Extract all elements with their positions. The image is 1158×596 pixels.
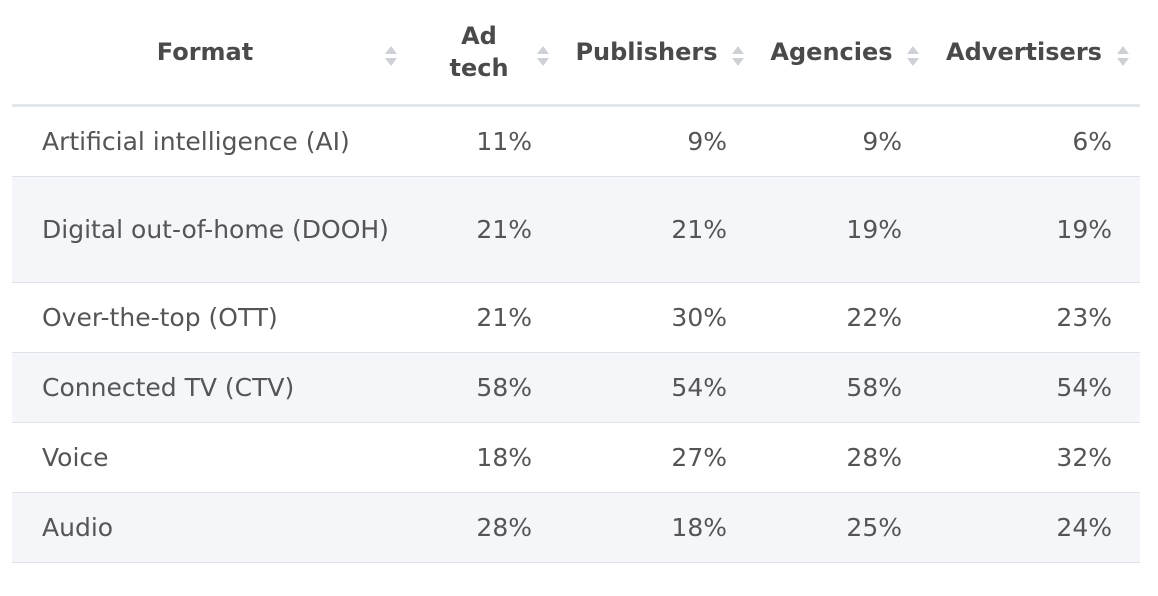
cell-value: 54%	[560, 352, 755, 423]
cell-value: 30%	[560, 282, 755, 353]
column-header-text: Publishers	[575, 38, 718, 66]
table-row: Artificial intelligence (AI) 11% 9% 9% 6%	[12, 105, 1140, 177]
sort-arrow	[537, 58, 549, 66]
cell-value: 9%	[560, 105, 755, 177]
column-header-text: Agencies	[770, 38, 893, 66]
cell-value: 28%	[420, 492, 560, 563]
table-row: Over-the-top (OTT) 21% 30% 22% 23%	[12, 282, 1140, 353]
table-row: Voice 18% 27% 28% 32%	[12, 422, 1140, 493]
column-header[interactable]: Agencies	[755, 0, 930, 107]
cell-value: 6%	[930, 105, 1140, 177]
sort-icon	[907, 46, 919, 66]
column-header-text: Format	[156, 38, 254, 66]
cell-value: 18%	[420, 422, 560, 493]
column-header[interactable]: Publishers	[560, 0, 755, 107]
sort-icon	[385, 46, 397, 66]
cell-value: 21%	[420, 176, 560, 283]
cell-value: 19%	[930, 176, 1140, 283]
cell-value: 21%	[420, 282, 560, 353]
table-row: Audio 28% 18% 25% 24%	[12, 492, 1140, 563]
row-label: Connected TV (CTV)	[12, 352, 420, 423]
header-row: Format Ad tech Publishers Agencies Advertise…	[12, 0, 1140, 107]
sort-icon	[537, 46, 549, 66]
table-row: Digital out-of-home (DOOH) 21% 21% 19% 19%	[12, 176, 1140, 283]
row-label: Digital out-of-home (DOOH)	[12, 176, 420, 283]
row-label: Artificial intelligence (AI)	[12, 105, 420, 177]
sort-arrow	[385, 58, 397, 66]
sort-arrow	[907, 46, 919, 54]
row-label: Voice	[12, 422, 420, 493]
cell-value: 54%	[930, 352, 1140, 423]
table-head: Format Ad tech Publishers Agencies Advertise…	[12, 0, 1140, 107]
table-row: Connected TV (CTV) 58% 54% 58% 54%	[12, 352, 1140, 423]
cell-value: 25%	[755, 492, 930, 563]
sort-arrow	[732, 58, 744, 66]
sort-arrow	[537, 46, 549, 54]
cell-value: 28%	[755, 422, 930, 493]
cell-value: 21%	[560, 176, 755, 283]
cell-value: 23%	[930, 282, 1140, 353]
table-container: Format Ad tech Publishers Agencies Advertise…	[12, 0, 1140, 563]
row-label: Audio	[12, 492, 420, 563]
table-body: Artificial intelligence (AI) 11% 9% 9% 6% Dig…	[12, 105, 1140, 563]
cell-value: 58%	[755, 352, 930, 423]
column-header-text: Ad tech	[449, 22, 509, 82]
sort-icon	[732, 46, 744, 66]
sort-arrow	[1117, 46, 1129, 54]
column-header-text: Advertisers	[946, 38, 1102, 66]
column-header[interactable]: Ad tech	[420, 0, 560, 107]
cell-value: 18%	[560, 492, 755, 563]
sort-arrow	[732, 46, 744, 54]
cell-value: 32%	[930, 422, 1140, 493]
row-label: Over-the-top (OTT)	[12, 282, 420, 353]
cell-value: 9%	[755, 105, 930, 177]
cell-value: 24%	[930, 492, 1140, 563]
cell-value: 58%	[420, 352, 560, 423]
cell-value: 27%	[560, 422, 755, 493]
data-table: Format Ad tech Publishers Agencies Advertise…	[12, 0, 1140, 563]
cell-value: 11%	[420, 105, 560, 177]
sort-arrow	[907, 58, 919, 66]
column-header[interactable]: Advertisers	[930, 0, 1140, 107]
sort-icon	[1117, 46, 1129, 66]
cell-value: 19%	[755, 176, 930, 283]
cell-value: 22%	[755, 282, 930, 353]
sort-arrow	[1117, 58, 1129, 66]
sort-arrow	[385, 46, 397, 54]
column-header[interactable]: Format	[12, 0, 420, 107]
